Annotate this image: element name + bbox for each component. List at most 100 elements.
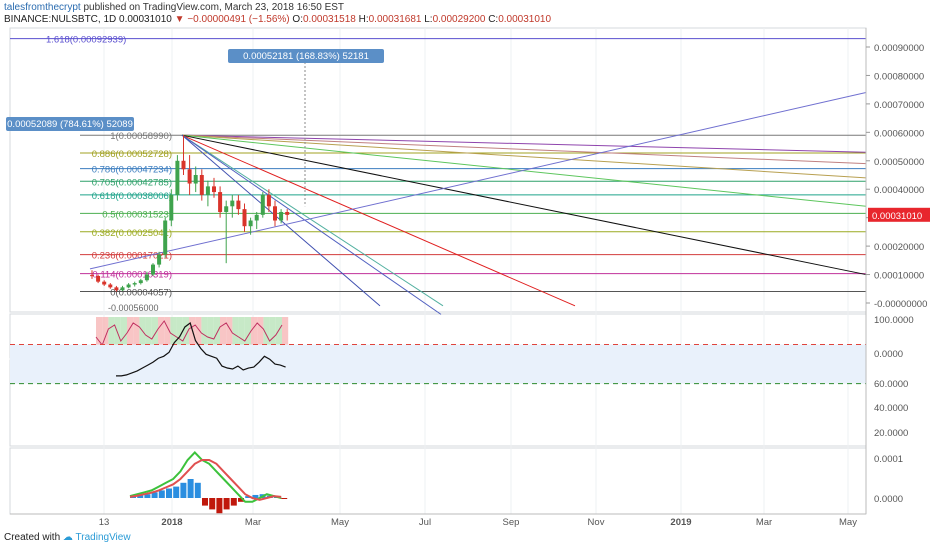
candle-body bbox=[242, 209, 247, 227]
symbol-name: BINANCE:NULSBTC, 1D bbox=[4, 14, 117, 25]
time-tick-label: 2019 bbox=[670, 517, 691, 528]
candle-body bbox=[279, 211, 284, 221]
time-tick-label: May bbox=[331, 517, 349, 528]
fan-line bbox=[181, 134, 867, 165]
fan-line bbox=[181, 134, 867, 179]
stoch-shade bbox=[96, 317, 103, 357]
time-tick-label: Nov bbox=[588, 517, 605, 528]
stoch-shade bbox=[189, 317, 196, 357]
macd-histogram-bar bbox=[144, 494, 151, 498]
macd-axis-label: 0.0000 bbox=[874, 494, 903, 505]
tradingview-logo-icon: ☁ bbox=[62, 532, 73, 543]
low-value: 0.00029200 bbox=[432, 14, 486, 25]
candle-body bbox=[193, 175, 198, 184]
open-label: O: bbox=[292, 14, 303, 25]
time-axis: 13 2018 Mar May Jul Sep Nov 2019 Mar May bbox=[10, 513, 866, 528]
macd-histogram-bar bbox=[166, 488, 172, 498]
candle-body bbox=[144, 274, 149, 281]
symbol-line: BINANCE:NULSBTC, 1D 0.00031010 ▼ −0.0000… bbox=[4, 14, 551, 25]
macd-histogram-bar bbox=[158, 490, 165, 498]
stoch-shade bbox=[139, 317, 146, 357]
rsi-band bbox=[10, 344, 866, 384]
stoch-shade bbox=[238, 317, 245, 357]
price-tick-label: 0.00090000 bbox=[874, 43, 924, 54]
fib-level-label: 1(0.00058990) bbox=[110, 131, 172, 142]
fib-level-label: 0.114(0.00010319) bbox=[92, 270, 172, 281]
macd-histogram-bar bbox=[223, 498, 230, 510]
rsi-line bbox=[116, 322, 286, 377]
stoch-axis-label: 0.0000 bbox=[874, 349, 903, 360]
low-label: L: bbox=[424, 14, 433, 25]
footer: Created with ☁ TradingView bbox=[4, 532, 131, 543]
author-link[interactable]: talesfromthecrypt bbox=[4, 2, 81, 13]
close-label: C: bbox=[488, 14, 499, 25]
price-tick-label: 0.00060000 bbox=[874, 128, 924, 139]
stoch-shade bbox=[170, 317, 177, 357]
time-tick-label: Jul bbox=[419, 517, 431, 528]
last-price-badge bbox=[868, 207, 930, 222]
stoch-shade bbox=[257, 317, 264, 357]
stoch-shade bbox=[275, 317, 282, 357]
price-axis: 0.00090000 0.00080000 0.00070000 0.00060000… bbox=[865, 28, 930, 514]
fan-line bbox=[181, 134, 442, 315]
fib-level-label: 0.705(0.00042785) bbox=[92, 177, 172, 188]
time-tick-label: May bbox=[839, 517, 857, 528]
stoch-shade bbox=[207, 317, 214, 357]
candle-body bbox=[90, 275, 94, 277]
macd-histogram-bar bbox=[137, 494, 144, 498]
measure-low-label: -0.00056000 bbox=[108, 303, 159, 313]
stoch-shade bbox=[114, 317, 121, 357]
fib-level-label: 0.5(0.00031523) bbox=[102, 209, 172, 220]
candle-body bbox=[108, 284, 113, 288]
fan-line bbox=[181, 134, 576, 307]
stoch-shade bbox=[133, 317, 140, 357]
price-tick-label: 0.00010000 bbox=[874, 271, 924, 282]
candle-body bbox=[266, 194, 271, 207]
fib-level-label: 0.618(0.00038006) bbox=[92, 191, 172, 202]
measure-badge-2 bbox=[6, 117, 134, 131]
price-tick-label: 0.00040000 bbox=[874, 185, 924, 196]
price-change: ▼ −0.00000491 (−1.56%) bbox=[174, 14, 290, 25]
candle-body bbox=[230, 200, 235, 207]
candle-body bbox=[169, 194, 174, 221]
candle-body bbox=[132, 283, 137, 285]
stoch-shade bbox=[108, 317, 115, 357]
price-tick-label: 0.00080000 bbox=[874, 71, 924, 82]
candle-body bbox=[120, 287, 125, 291]
time-tick-label: Sep bbox=[503, 517, 520, 528]
trend-line bbox=[89, 92, 867, 270]
open-value: 0.00031518 bbox=[302, 14, 356, 25]
candle-body bbox=[151, 264, 155, 275]
fan-line bbox=[181, 134, 444, 307]
close-value: 0.00031010 bbox=[498, 14, 552, 25]
fib-level-label: 0.236(0.00017021) bbox=[92, 251, 172, 262]
measure-badge bbox=[228, 49, 384, 63]
stoch-shade bbox=[213, 317, 220, 357]
fib-level-label: 0.382(0.00025041) bbox=[92, 228, 172, 239]
price-tick-label: 0.00020000 bbox=[874, 242, 924, 253]
tradingview-brand[interactable]: TradingView bbox=[75, 532, 131, 543]
candle-body bbox=[224, 206, 229, 212]
high-value: 0.00031681 bbox=[368, 14, 422, 25]
fan-line bbox=[181, 134, 867, 153]
candle-body bbox=[273, 206, 277, 221]
stoch-shade bbox=[251, 317, 258, 357]
stoch-shade bbox=[151, 317, 158, 357]
candle-body bbox=[205, 186, 210, 195]
grid-lines bbox=[103, 28, 849, 514]
publish-header: talesfromthecrypt published on TradingVi… bbox=[4, 2, 344, 13]
stoch-shade bbox=[232, 317, 239, 357]
candle-body bbox=[187, 169, 192, 184]
rsi-axis-label: 20.0000 bbox=[874, 428, 908, 439]
stoch-shade bbox=[127, 317, 134, 357]
fib-level-label: 0.886(0.00052728) bbox=[92, 149, 172, 160]
stoch-shade bbox=[158, 317, 165, 357]
macd-histogram-bar bbox=[238, 498, 244, 502]
candle-body bbox=[199, 175, 204, 195]
publish-info: published on TradingView.com, March 23, … bbox=[83, 2, 345, 13]
fan-line bbox=[181, 134, 867, 276]
time-tick-label: Mar bbox=[245, 517, 261, 528]
rsi-axis-label: 60.0000 bbox=[874, 379, 908, 390]
stoch-line bbox=[95, 320, 283, 347]
